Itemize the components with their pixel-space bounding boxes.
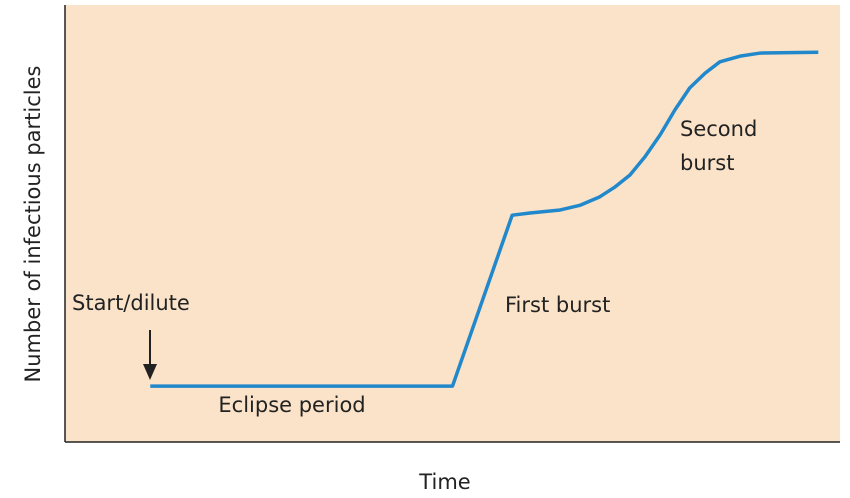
arrow-head [143, 364, 157, 380]
annotation: burst [680, 151, 734, 175]
x-axis-label: Time [418, 470, 470, 494]
annotation: First burst [505, 293, 610, 317]
data-line [150, 50, 819, 388]
annotation: Start/dilute [72, 291, 190, 315]
plot-background [65, 5, 840, 442]
annotation: Eclipse period [218, 393, 365, 417]
annotation: Second [680, 117, 757, 141]
y-axis-label: Number of infectious particles [21, 66, 45, 383]
